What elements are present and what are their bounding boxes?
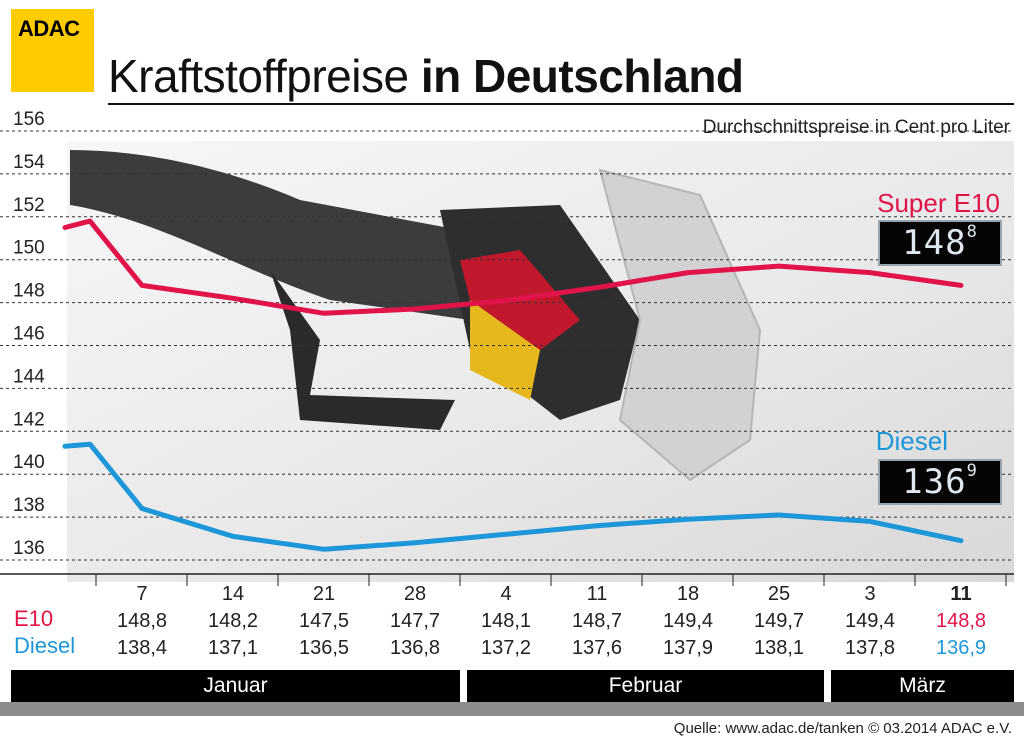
- data-label-diesel: 136,8: [389, 637, 441, 659]
- title-rule: [108, 103, 1014, 105]
- data-label-diesel: 137,1: [207, 637, 259, 659]
- nozzle-hose-shape: [70, 150, 470, 320]
- series-label-e10: Super E10: [877, 188, 1000, 218]
- y-tick-label: 152: [13, 195, 45, 216]
- y-tick-label: 140: [13, 452, 45, 473]
- series-label-diesel: Diesel: [876, 426, 948, 456]
- y-tick-label: 136: [13, 538, 45, 559]
- title-light: Kraftstoffpreise: [108, 50, 409, 102]
- x-tick-label: 3: [864, 583, 876, 605]
- series-line-e10: [62, 218, 964, 316]
- row-label-diesel: Diesel: [14, 633, 76, 658]
- y-tick-label: 150: [13, 238, 45, 259]
- data-label-e10: 148,8: [935, 610, 987, 632]
- logo-text: ADAC: [18, 16, 80, 41]
- diesel-display-main: 136: [902, 462, 967, 502]
- y-tick-label: 142: [13, 409, 45, 430]
- x-tick-label: 14: [221, 583, 245, 605]
- y-tick-label: 148: [13, 281, 45, 302]
- source-credit: Quelle: www.adac.de/tanken © 03.2014 ADA…: [673, 720, 1012, 737]
- x-tick-label: 4: [500, 583, 512, 605]
- chart-subtitle: Durchschnittspreise in Cent pro Liter: [702, 117, 1010, 138]
- month-bar-februar: Februar: [467, 670, 824, 702]
- data-label-e10: 149,4: [662, 610, 714, 632]
- title-bold: in Deutschland: [420, 50, 744, 102]
- y-tick-label: 146: [13, 324, 45, 345]
- series-line-diesel: [62, 441, 964, 552]
- data-label-e10: 147,7: [389, 610, 441, 632]
- month-bar-januar: Januar: [11, 670, 460, 702]
- x-tick-label: 28: [403, 583, 427, 605]
- data-label-diesel: 136,5: [298, 637, 350, 659]
- data-label-e10: 148,2: [207, 610, 259, 632]
- e10-display-main: 148: [902, 223, 967, 263]
- data-label-diesel: 137,9: [662, 637, 714, 659]
- x-tick-label: 7: [136, 583, 148, 605]
- data-label-e10: 149,4: [844, 610, 896, 632]
- e10-display-small: 8: [966, 222, 978, 242]
- y-tick-label: 154: [13, 152, 45, 173]
- adac-logo: ADAC: [11, 9, 94, 92]
- pump-handle-shape: [598, 168, 762, 482]
- e10-price-display: 1488: [878, 220, 1002, 266]
- data-label-diesel: 137,6: [571, 637, 623, 659]
- x-tick-label: 21: [312, 583, 336, 605]
- nozzle-trigger-shape: [270, 270, 455, 430]
- diesel-price-display: 1369: [878, 459, 1002, 505]
- x-tick-label: 11: [586, 583, 608, 605]
- data-label-e10: 147,5: [298, 610, 350, 632]
- footer-rule: [0, 702, 1024, 716]
- row-label-e10: E10: [14, 606, 54, 631]
- y-tick-label: 144: [13, 366, 45, 387]
- data-label-e10: 148,7: [571, 610, 623, 632]
- diesel-display-small: 9: [966, 461, 978, 481]
- data-label-diesel: 137,8: [844, 637, 896, 659]
- data-label-e10: 148,8: [116, 610, 168, 632]
- y-tick-label: 156: [13, 109, 45, 130]
- data-label-e10: 148,1: [480, 610, 532, 632]
- data-label-e10: 149,7: [753, 610, 805, 632]
- data-label-diesel: 137,2: [480, 637, 532, 659]
- x-tick-label: 11: [950, 583, 972, 605]
- x-tick-label: 25: [767, 583, 791, 605]
- data-label-diesel: 136,9: [935, 637, 987, 659]
- y-tick-label: 138: [13, 495, 45, 516]
- data-label-diesel: 138,1: [753, 637, 805, 659]
- nozzle-gold-stripe: [470, 300, 540, 400]
- data-label-diesel: 138,4: [116, 637, 168, 659]
- page-title: Kraftstoffpreise in Deutschland: [108, 50, 744, 102]
- month-bar-maerz: März: [831, 670, 1014, 702]
- x-tick-label: 18: [676, 583, 700, 605]
